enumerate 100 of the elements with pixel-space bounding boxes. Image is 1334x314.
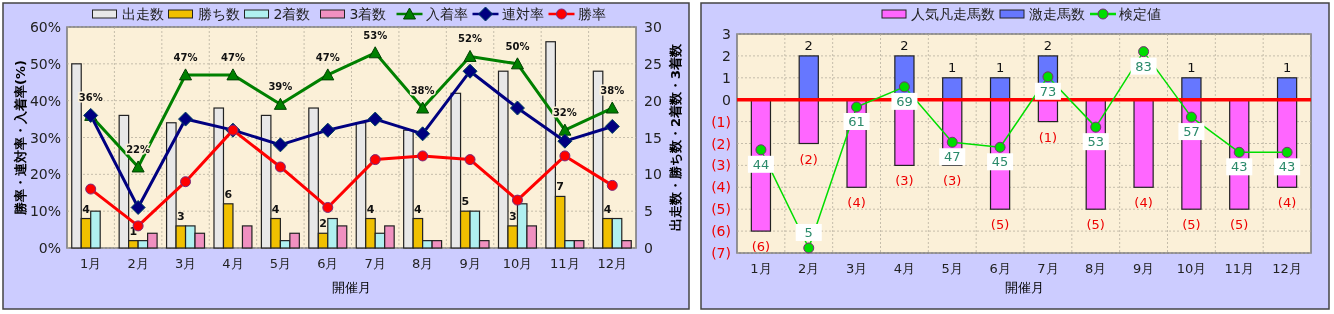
x-tick-label: 12月 <box>1272 261 1302 276</box>
y-tick-label: 0% <box>38 240 61 256</box>
data-label: 47 <box>943 149 961 165</box>
y2-tick-label: 5 <box>644 203 653 220</box>
point <box>1042 71 1054 83</box>
point <box>368 46 382 59</box>
data-label: (5) <box>990 217 1010 233</box>
data-label: 4 <box>603 202 612 216</box>
y-tick-label: (4) <box>711 179 731 196</box>
x-axis-title: 開催月 <box>332 280 371 295</box>
data-label: 50% <box>505 40 530 52</box>
data-label: 57 <box>1183 124 1200 140</box>
x-tick-label: 7月 <box>1037 261 1059 276</box>
x-tick-label: 5月 <box>941 261 963 276</box>
data-label: (5) <box>1230 217 1249 233</box>
point <box>605 101 619 114</box>
point <box>273 97 287 110</box>
point <box>1090 121 1102 133</box>
y2-tick-label: 0 <box>644 240 653 256</box>
y-tick-label: (1) <box>711 113 731 130</box>
data-label: 53% <box>363 29 388 41</box>
x-tick-label: 5月 <box>269 256 292 271</box>
data-label: 52% <box>458 33 483 45</box>
x-tick-label: 11月 <box>550 256 580 271</box>
y2-tick-label: 20 <box>644 92 662 109</box>
legend-label: 勝ち数 <box>197 6 240 22</box>
x-tick-label: 2月 <box>127 256 149 271</box>
point <box>851 101 863 113</box>
y-tick-label: 3 <box>722 26 731 42</box>
data-label: 3 <box>176 209 185 223</box>
y-tick-label: (2) <box>711 135 731 152</box>
legend-label: 連対率 <box>501 6 544 22</box>
data-label: 61 <box>848 114 865 129</box>
data-label: 47% <box>173 51 198 63</box>
point <box>226 68 240 81</box>
point <box>274 161 286 173</box>
y-tick-label: (6) <box>711 223 731 240</box>
data-label: 2 <box>319 217 327 231</box>
bar <box>798 99 819 145</box>
data-label: 1 <box>1187 59 1196 75</box>
data-label: 4 <box>414 202 423 216</box>
point <box>946 136 958 148</box>
data-label: (5) <box>1086 217 1105 233</box>
data-label: 44 <box>752 156 770 172</box>
y2-tick-label: 15 <box>644 129 662 146</box>
point <box>604 118 620 134</box>
data-label: 4 <box>82 202 91 216</box>
data-label: 39% <box>268 81 293 93</box>
data-label: 4 <box>271 202 280 216</box>
y2-axis-title: 出走数・勝ち数・2着数・3着数 <box>668 42 683 232</box>
point <box>557 133 573 149</box>
legend-label: 検定値 <box>1119 6 1161 22</box>
point <box>462 63 478 79</box>
bar <box>942 77 963 101</box>
x-tick-label: 4月 <box>893 261 916 276</box>
legend-label: 3着数 <box>349 6 387 22</box>
data-label: (6) <box>751 239 771 255</box>
x-tick-label: 7月 <box>364 256 386 271</box>
x-tick-label: 1月 <box>750 261 772 276</box>
point <box>178 111 194 127</box>
y2-tick-label: 25 <box>644 55 662 72</box>
point <box>510 57 524 70</box>
y-tick-label: 10% <box>29 203 61 220</box>
data-label: (4) <box>1134 195 1153 211</box>
data-label: 1 <box>995 59 1005 75</box>
point <box>558 123 572 136</box>
x-tick-label: 4月 <box>222 256 244 271</box>
point <box>1138 46 1150 58</box>
point <box>272 137 288 153</box>
data-label: 47% <box>315 51 340 63</box>
x-tick-label: 3月 <box>174 256 197 271</box>
point <box>898 81 910 93</box>
y-tick-label: 60% <box>29 19 61 35</box>
data-label: 2 <box>804 37 813 53</box>
data-label: 4 <box>366 202 375 216</box>
point <box>1185 111 1197 123</box>
point <box>994 141 1006 153</box>
point <box>463 49 477 62</box>
y-tick-label: 2 <box>722 47 731 64</box>
point <box>559 150 571 162</box>
legend-label: 勝率 <box>577 6 606 22</box>
x-tick-label: 8月 <box>1085 261 1107 276</box>
x-tick-label: 6月 <box>989 261 1011 276</box>
x-tick-label: 8月 <box>411 256 434 271</box>
data-label: 43 <box>1230 159 1248 175</box>
point <box>416 101 430 114</box>
point <box>755 144 767 156</box>
y2-tick-label: 10 <box>644 166 662 183</box>
point <box>369 154 381 166</box>
x-tick-label: 1月 <box>80 256 102 271</box>
data-label: 45 <box>991 154 1009 170</box>
data-label: (3) <box>943 173 962 189</box>
x-tick-label: 6月 <box>317 256 339 271</box>
point <box>417 150 429 162</box>
data-label: 1 <box>948 59 957 75</box>
y-tick-label: (7) <box>711 245 731 261</box>
point <box>131 160 145 173</box>
y-tick-label: 30% <box>29 129 61 146</box>
y-tick-label: (3) <box>711 157 731 174</box>
y-tick-label: 50% <box>29 55 61 72</box>
